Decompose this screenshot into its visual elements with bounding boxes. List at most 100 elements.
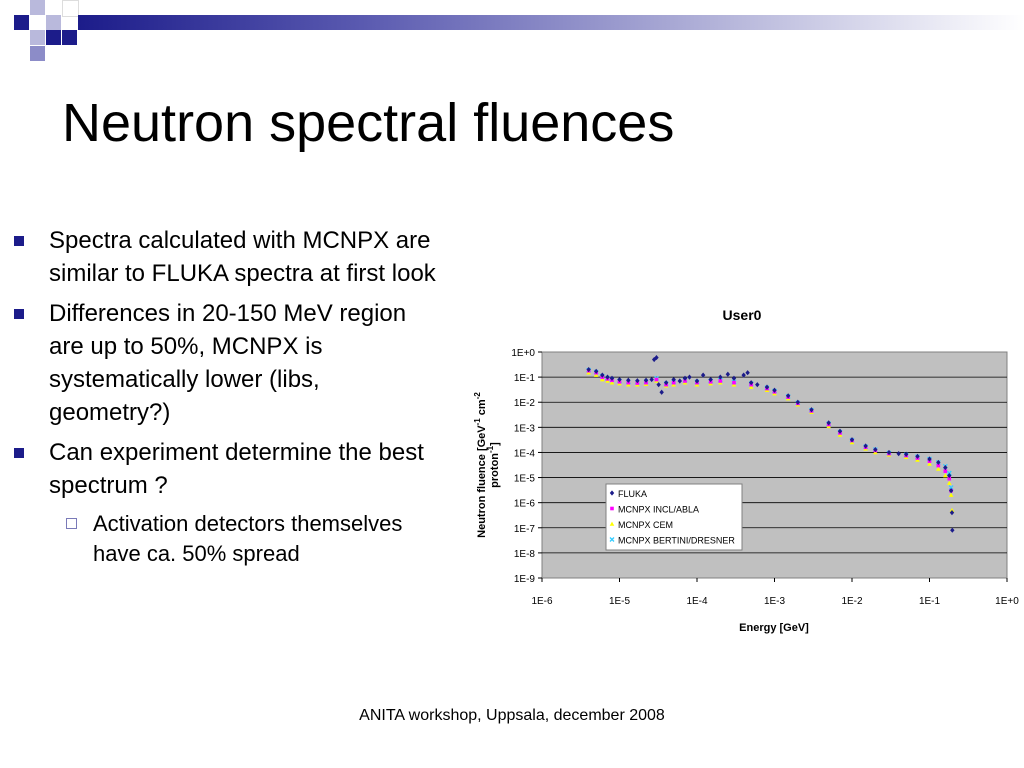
y-label-part: cm (476, 399, 488, 418)
y-tick-label: 1E-6 (514, 499, 536, 510)
y-label-part: ] (489, 442, 501, 446)
data-point (873, 446, 878, 453)
chart-title: User0 (723, 307, 762, 323)
legend-label: FLUKA (618, 489, 647, 499)
legend-marker (610, 506, 614, 511)
data-point (671, 376, 676, 383)
slide-title: Neutron spectral fluences (62, 93, 675, 153)
data-points (586, 354, 955, 533)
x-tick-label: 1E-3 (764, 596, 786, 607)
sub-bullet-text: Activation detectors themselves have ca.… (93, 511, 403, 566)
data-point (654, 377, 659, 382)
hollow-square-icon (66, 518, 77, 529)
sub-bullet-item: Activation detectors themselves have ca.… (14, 509, 439, 569)
legend-marker (609, 490, 615, 496)
data-point (949, 507, 955, 513)
data-point (837, 428, 843, 434)
x-tick-label: 1E-2 (841, 596, 863, 607)
deco-square (62, 30, 77, 45)
data-point (936, 463, 941, 468)
legend-label: MCNPX CEM (618, 520, 673, 530)
data-point (927, 461, 932, 466)
data-point (947, 476, 952, 481)
x-axis-label: Energy [GeV] (739, 622, 809, 634)
data-point (748, 384, 754, 389)
bullet-item: Differences in 20-150 MeV region are up … (14, 297, 439, 429)
data-point (943, 473, 948, 478)
x-tick-label: 1E-6 (531, 596, 553, 607)
data-point (682, 375, 688, 381)
data-point (948, 485, 954, 491)
data-point (617, 376, 622, 383)
bullet-square-icon (14, 236, 24, 246)
x-tick-label: 1E-1 (919, 596, 941, 607)
deco-square (46, 15, 61, 30)
x-tick-label: 1E-5 (609, 596, 631, 607)
legend-box (605, 483, 743, 551)
x-axis-ticks: 1E-6 1E-5 1E-4 1E-3 1E-2 1E-1 1E+0 (531, 578, 1019, 607)
deco-square (46, 30, 61, 45)
data-point (609, 380, 615, 385)
y-axis-ticks: 1E+0 1E-1 1E-2 1E-3 1E-4 1E-5 1E-6 1E-7 1E-8 1E-9 (511, 348, 542, 585)
data-point (826, 420, 831, 426)
deco-square (30, 0, 45, 15)
fluence-chart: User0 1E+01E-11E-21E-31E-41E-51E-61E-71E… (473, 307, 1019, 634)
deco-square (30, 30, 45, 45)
data-point (593, 368, 599, 374)
y-tick-label: 1E-3 (514, 423, 536, 434)
legend-marker (609, 537, 615, 542)
data-point (849, 437, 855, 443)
slide-footer: ANITA workshop, Uppsala, december 2008 (359, 707, 665, 724)
bullet-text: Differences in 20-150 MeV region are up … (49, 300, 407, 426)
data-point (731, 375, 737, 381)
data-point (732, 380, 736, 385)
y-tick-label: 1E-9 (514, 574, 536, 585)
bullet-item: Can experiment determine the best spectr… (14, 436, 439, 502)
y-tick-label: 1E-8 (514, 549, 536, 560)
legend-label: MCNPX BERTINI/DRESNER (618, 536, 735, 546)
y-label-part: Neutron fluence [GeV (476, 425, 488, 538)
bullet-item: Spectra calculated with MCNPX are simila… (14, 224, 439, 290)
data-point (600, 377, 605, 382)
bullet-text: Can experiment determine the best spectr… (49, 439, 424, 499)
data-point (694, 378, 700, 384)
data-point (946, 480, 952, 485)
y-label-part: proton (489, 453, 501, 488)
y-axis-label-line2: proton-1] (486, 442, 501, 488)
data-point (609, 375, 615, 381)
data-point (659, 389, 664, 395)
y-tick-label: 1E+0 (511, 348, 535, 359)
y-label-sup: -1 (486, 445, 495, 453)
deco-square (62, 0, 79, 17)
bullet-list: Spectra calculated with MCNPX are simila… (14, 224, 439, 569)
data-point (593, 372, 599, 377)
data-point (936, 466, 941, 471)
legend-marker (609, 521, 615, 526)
data-point (718, 379, 723, 383)
data-point (948, 492, 954, 497)
x-tick-label: 1E-4 (686, 596, 708, 607)
gridlines (542, 376, 1007, 554)
data-point (683, 379, 687, 383)
y-tick-label: 1E-2 (514, 398, 536, 409)
data-point (654, 354, 659, 361)
chart-legend: FLUKA MCNPX INCL/ABLA MCNPX CEM MCNPX BERTI… (605, 483, 743, 551)
bullet-square-icon (14, 448, 24, 458)
legend-label: MCNPX INCL/ABLA (618, 505, 699, 515)
y-tick-label: 1E-1 (514, 373, 536, 384)
data-point (772, 387, 777, 393)
y-tick-label: 1E-4 (514, 448, 536, 459)
data-point (671, 380, 676, 385)
y-axis-label: Neutron fluence [GeV-1 cm-2 (473, 392, 488, 538)
bullet-text: Spectra calculated with MCNPX are simila… (49, 227, 436, 287)
data-point (795, 399, 801, 405)
y-tick-label: 1E-7 (514, 524, 536, 535)
bullet-square-icon (14, 309, 24, 319)
y-tick-label: 1E-5 (514, 474, 536, 485)
header-gradient-bar (78, 15, 1024, 30)
deco-square (30, 46, 45, 61)
x-tick-label: 1E+0 (995, 596, 1019, 607)
data-point (943, 469, 948, 473)
data-point (605, 378, 610, 383)
y-label-sup: -1 (473, 418, 482, 426)
